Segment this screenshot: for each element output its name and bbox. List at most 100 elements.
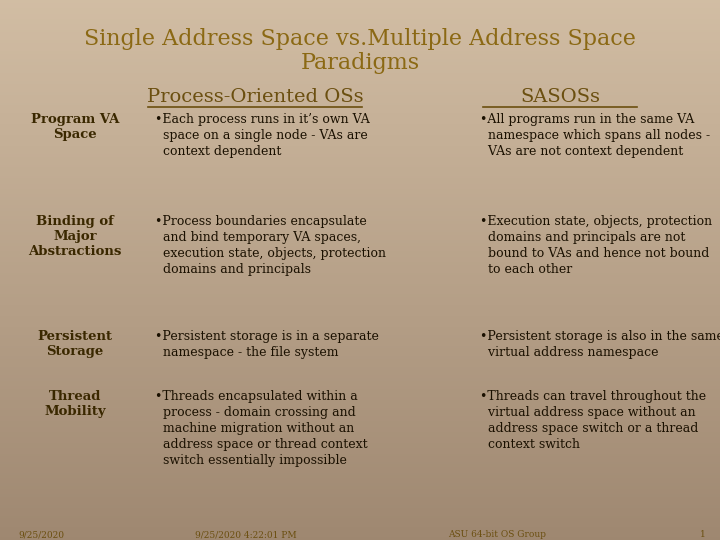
Bar bbox=[0, 454, 720, 456]
Bar bbox=[0, 289, 720, 292]
Bar bbox=[0, 192, 720, 194]
Bar bbox=[0, 73, 720, 76]
Bar bbox=[0, 489, 720, 491]
Bar bbox=[0, 505, 720, 508]
Bar bbox=[0, 22, 720, 24]
Bar bbox=[0, 273, 720, 275]
Bar bbox=[0, 86, 720, 89]
Bar bbox=[0, 167, 720, 170]
Bar bbox=[0, 502, 720, 505]
Bar bbox=[0, 405, 720, 408]
Bar bbox=[0, 184, 720, 186]
Bar bbox=[0, 416, 720, 418]
Text: Thread
Mobility: Thread Mobility bbox=[44, 390, 106, 418]
Bar bbox=[0, 24, 720, 27]
Bar bbox=[0, 335, 720, 338]
Bar bbox=[0, 97, 720, 100]
Bar bbox=[0, 176, 720, 178]
Bar bbox=[0, 227, 720, 229]
Bar bbox=[0, 256, 720, 259]
Bar bbox=[0, 178, 720, 181]
Bar bbox=[0, 446, 720, 448]
Bar bbox=[0, 373, 720, 375]
Bar bbox=[0, 286, 720, 289]
Text: 9/25/2020: 9/25/2020 bbox=[18, 530, 64, 539]
Bar bbox=[0, 135, 720, 138]
Bar bbox=[0, 216, 720, 219]
Bar bbox=[0, 491, 720, 494]
Bar bbox=[0, 472, 720, 475]
Bar bbox=[0, 130, 720, 132]
Bar bbox=[0, 397, 720, 400]
Bar bbox=[0, 151, 720, 154]
Bar bbox=[0, 451, 720, 454]
Text: Single Address Space vs.Multiple Address Space: Single Address Space vs.Multiple Address… bbox=[84, 28, 636, 50]
Bar bbox=[0, 340, 720, 343]
Text: Program VA
Space: Program VA Space bbox=[31, 113, 120, 141]
Bar bbox=[0, 381, 720, 383]
Bar bbox=[0, 57, 720, 59]
Bar bbox=[0, 354, 720, 356]
Bar bbox=[0, 297, 720, 300]
Bar bbox=[0, 321, 720, 324]
Text: Process-Oriented OSs: Process-Oriented OSs bbox=[147, 88, 364, 106]
Bar bbox=[0, 516, 720, 518]
Bar bbox=[0, 219, 720, 221]
Bar bbox=[0, 494, 720, 497]
Text: Paradigms: Paradigms bbox=[300, 52, 420, 74]
Bar bbox=[0, 30, 720, 32]
Text: SASOSs: SASOSs bbox=[520, 88, 600, 106]
Bar bbox=[0, 394, 720, 397]
Bar bbox=[0, 122, 720, 124]
Bar bbox=[0, 27, 720, 30]
Bar bbox=[0, 159, 720, 162]
Bar bbox=[0, 278, 720, 281]
Bar bbox=[0, 78, 720, 81]
Bar bbox=[0, 157, 720, 159]
Bar bbox=[0, 464, 720, 467]
Bar bbox=[0, 189, 720, 192]
Bar bbox=[0, 146, 720, 148]
Bar bbox=[0, 375, 720, 378]
Bar bbox=[0, 81, 720, 84]
Bar bbox=[0, 346, 720, 348]
Bar bbox=[0, 54, 720, 57]
Bar bbox=[0, 38, 720, 40]
Bar bbox=[0, 456, 720, 459]
Bar bbox=[0, 429, 720, 432]
Bar bbox=[0, 392, 720, 394]
Bar bbox=[0, 124, 720, 127]
Bar bbox=[0, 302, 720, 305]
Bar bbox=[0, 232, 720, 235]
Text: ASU 64-bit OS Group: ASU 64-bit OS Group bbox=[448, 530, 546, 539]
Bar bbox=[0, 235, 720, 238]
Bar bbox=[0, 284, 720, 286]
Bar bbox=[0, 408, 720, 410]
Bar bbox=[0, 510, 720, 513]
Bar bbox=[0, 440, 720, 443]
Bar bbox=[0, 108, 720, 111]
Bar bbox=[0, 138, 720, 140]
Bar bbox=[0, 378, 720, 381]
Text: Persistent
Storage: Persistent Storage bbox=[37, 330, 112, 358]
Bar bbox=[0, 5, 720, 8]
Bar bbox=[0, 213, 720, 216]
Bar bbox=[0, 35, 720, 38]
Bar bbox=[0, 305, 720, 308]
Bar bbox=[0, 370, 720, 373]
Bar bbox=[0, 481, 720, 483]
Bar bbox=[0, 343, 720, 346]
Text: 1: 1 bbox=[701, 530, 706, 539]
Bar bbox=[0, 300, 720, 302]
Bar bbox=[0, 119, 720, 122]
Text: Binding of
Major
Abstractions: Binding of Major Abstractions bbox=[28, 215, 122, 258]
Bar bbox=[0, 424, 720, 427]
Bar bbox=[0, 413, 720, 416]
Bar bbox=[0, 238, 720, 240]
Text: •Persistent storage is in a separate
  namespace - the file system: •Persistent storage is in a separate nam… bbox=[155, 330, 379, 359]
Bar bbox=[0, 267, 720, 270]
Bar bbox=[0, 338, 720, 340]
Bar bbox=[0, 162, 720, 165]
Bar bbox=[0, 248, 720, 251]
Bar bbox=[0, 181, 720, 184]
